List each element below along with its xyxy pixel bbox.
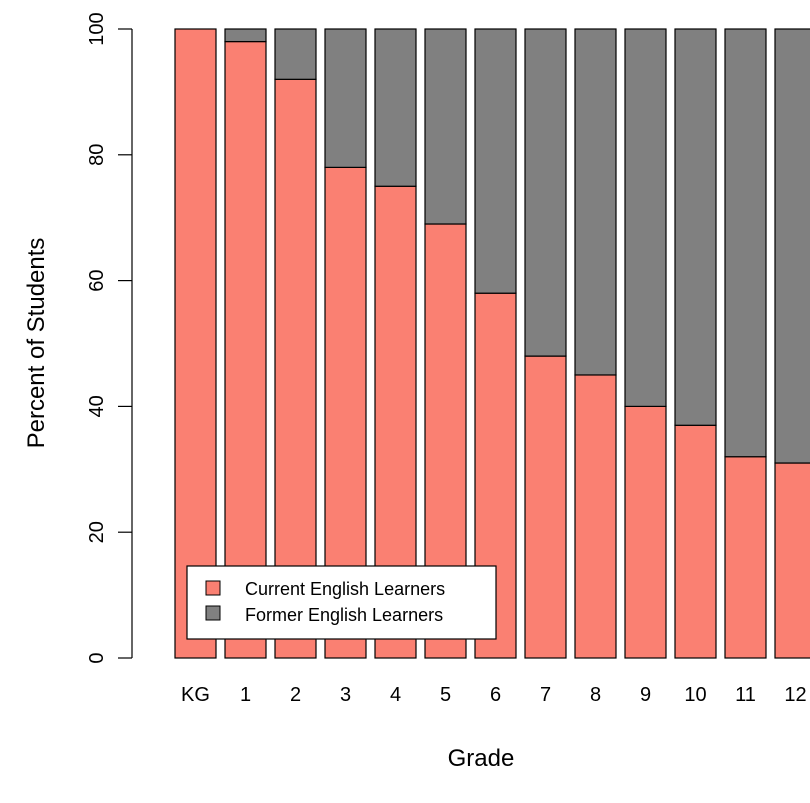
legend-label-former: Former English Learners <box>245 605 443 625</box>
y-tick-label: 20 <box>86 521 108 543</box>
bar-segment-current-8 <box>575 375 616 658</box>
bar-segment-former-2 <box>275 29 316 79</box>
legend: Current English Learners Former English … <box>187 566 496 639</box>
x-axis-title: Grade <box>448 745 515 772</box>
y-axis-title: Percent of Students <box>23 238 50 449</box>
bar-segment-current-10 <box>675 425 716 658</box>
bar-segment-current-7 <box>525 356 566 658</box>
bar-segment-former-9 <box>625 29 666 406</box>
x-tick-label: 8 <box>590 684 601 706</box>
bars-group <box>175 29 810 658</box>
y-tick-label: 0 <box>86 652 108 663</box>
bar-segment-former-5 <box>425 29 466 224</box>
legend-label-current: Current English Learners <box>245 579 445 599</box>
bar-segment-current-KG <box>175 29 216 658</box>
x-tick-labels: KG 1 2 3 4 5 6 7 8 9 10 11 12 <box>181 684 807 706</box>
bar-segment-former-8 <box>575 29 616 375</box>
x-tick-label: KG <box>181 684 210 706</box>
bar-segment-current-12 <box>775 463 810 658</box>
bar-segment-current-11 <box>725 457 766 658</box>
bar-segment-former-6 <box>475 29 516 293</box>
x-tick-label: 11 <box>735 684 756 706</box>
legend-box <box>187 566 496 639</box>
bar-segment-former-10 <box>675 29 716 425</box>
x-tick-label: 5 <box>440 684 451 706</box>
x-tick-label: 9 <box>640 684 651 706</box>
y-tick-label: 80 <box>86 144 108 166</box>
x-tick-label: 1 <box>240 684 251 706</box>
y-tick-label: 60 <box>86 269 108 291</box>
legend-swatch-former <box>206 606 220 620</box>
bar-segment-former-4 <box>375 29 416 186</box>
bar-segment-former-7 <box>525 29 566 356</box>
bar-segment-former-1 <box>225 29 266 42</box>
y-tick-label: 100 <box>86 12 108 45</box>
y-tick-label: 40 <box>86 395 108 417</box>
x-tick-label: 2 <box>290 684 301 706</box>
bar-segment-former-12 <box>775 29 810 463</box>
y-axis: 0 20 40 60 80 100 <box>86 12 132 663</box>
x-tick-label: 12 <box>784 684 806 706</box>
x-tick-label: 10 <box>684 684 706 706</box>
x-tick-label: 6 <box>490 684 501 706</box>
x-tick-label: 3 <box>340 684 351 706</box>
bar-segment-former-11 <box>725 29 766 457</box>
bar-segment-current-9 <box>625 406 666 658</box>
x-tick-label: 4 <box>390 684 401 706</box>
bar-segment-former-3 <box>325 29 366 167</box>
legend-swatch-current <box>206 581 220 595</box>
x-tick-label: 7 <box>540 684 551 706</box>
